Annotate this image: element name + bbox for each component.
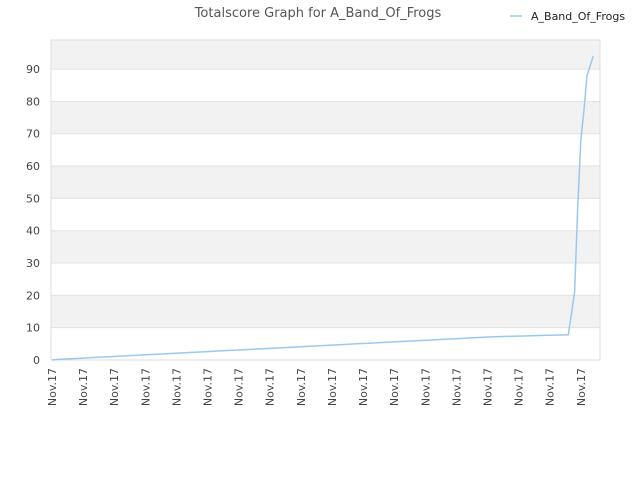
x-tick-label: Nov.17 xyxy=(170,368,183,406)
x-tick-label: Nov.17 xyxy=(46,368,59,406)
x-tick-label: Nov.17 xyxy=(202,368,215,406)
grid-band xyxy=(51,133,600,167)
x-tick-label: Nov.17 xyxy=(357,368,370,406)
plot-frame xyxy=(50,39,601,361)
x-tick-label: Nov.17 xyxy=(419,368,432,406)
grid-lines xyxy=(51,68,600,361)
y-tick-label: 0 xyxy=(33,354,40,367)
y-tick-label: 30 xyxy=(26,257,40,270)
x-tick-label: Nov.17 xyxy=(264,368,277,406)
y-tick-label: 60 xyxy=(26,160,40,173)
grid-band xyxy=(51,69,600,102)
y-tick-label: 20 xyxy=(26,289,40,302)
x-tick-label: Nov.17 xyxy=(450,368,463,406)
grid-band xyxy=(51,198,600,231)
x-tick-label: Nov.17 xyxy=(108,368,121,406)
x-tick-label: Nov.17 xyxy=(388,368,401,406)
grid-band xyxy=(51,263,600,296)
x-tick-label: Nov.17 xyxy=(233,368,246,406)
y-tick-label: 80 xyxy=(26,95,40,108)
series-lines xyxy=(51,55,594,361)
grid-bands xyxy=(51,40,600,360)
y-axis: 0 10 20 30 40 50 60 70 80 90 xyxy=(26,63,40,367)
chart-title: Totalscore Graph for A_Band_Of_Frogs xyxy=(194,6,442,21)
grid-band xyxy=(51,166,600,199)
y-tick-label: 50 xyxy=(26,192,40,205)
x-tick-label: Nov.17 xyxy=(481,368,494,406)
x-tick-label: Nov.17 xyxy=(295,368,308,406)
x-tick-label: Nov.17 xyxy=(544,368,557,406)
x-tick-label: Nov.17 xyxy=(77,368,90,406)
grid-band xyxy=(51,101,600,134)
y-tick-label: 90 xyxy=(26,63,40,76)
x-tick-label: Nov.17 xyxy=(326,368,339,406)
y-tick-label: 10 xyxy=(26,322,40,335)
x-tick-label: Nov.17 xyxy=(575,368,588,406)
legend: A_Band_Of_Frogs xyxy=(510,10,625,23)
x-axis: Nov.17 Nov.17 Nov.17 Nov.17 Nov.17 Nov.17 Nov.… xyxy=(46,368,588,406)
x-tick-label: Nov.17 xyxy=(139,368,152,406)
series-line xyxy=(51,55,594,361)
x-tick-label: Nov.17 xyxy=(513,368,526,406)
grid-band xyxy=(51,295,600,328)
y-tick-label: 40 xyxy=(26,225,40,238)
grid-band xyxy=(51,230,600,264)
y-tick-label: 70 xyxy=(26,128,40,141)
legend-label: A_Band_Of_Frogs xyxy=(531,10,625,23)
grid-band xyxy=(51,40,600,70)
